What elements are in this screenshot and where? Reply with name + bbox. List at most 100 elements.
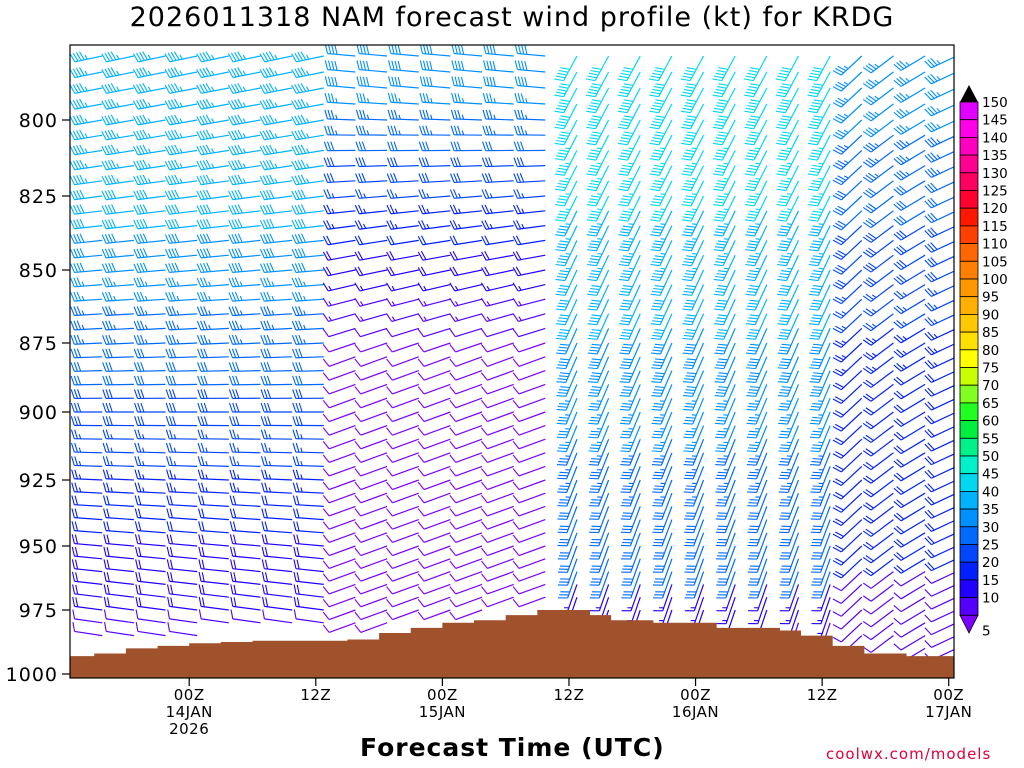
- wind-barb: [228, 159, 261, 171]
- wind-barb: [777, 342, 800, 370]
- wind-barb: [71, 546, 103, 560]
- wind-barb: [862, 465, 894, 484]
- wind-barb: [809, 342, 831, 370]
- wind-barb: [808, 180, 831, 207]
- wind-barb: [229, 521, 261, 534]
- wind-barb: [133, 389, 166, 400]
- colorbar-top-arrow: [960, 85, 978, 102]
- wind-barb: [862, 425, 894, 443]
- wind-barb: [776, 103, 800, 130]
- wind-barb: [103, 584, 134, 598]
- wind-barb: [417, 596, 451, 608]
- wind-barb: [924, 520, 954, 532]
- wind-barb: [713, 225, 736, 252]
- wind-barb: [617, 71, 641, 98]
- wind-barb: [924, 196, 954, 209]
- wind-barb: [893, 532, 926, 548]
- wind-barb: [481, 583, 514, 595]
- wind-barb: [924, 88, 954, 101]
- wind-barb: [386, 220, 419, 230]
- wind-barb: [589, 519, 610, 547]
- wind-barb: [102, 389, 134, 400]
- wind-barb: [229, 429, 261, 440]
- wind-barb: [924, 467, 954, 479]
- wind-barb: [893, 342, 926, 358]
- wind-barb: [70, 144, 103, 156]
- wind-barb: [134, 534, 166, 547]
- wind-barb: [482, 92, 514, 105]
- wind-barb: [924, 585, 954, 597]
- wind-barb: [924, 412, 954, 425]
- wind-barb: [862, 134, 894, 153]
- colorbar-cell: [959, 154, 979, 174]
- wind-barb: [480, 313, 514, 323]
- wind-barb: [832, 313, 863, 334]
- wind-barb: [101, 98, 135, 110]
- wind-barb: [862, 397, 894, 416]
- wind-barb: [651, 356, 673, 384]
- wind-barb: [101, 67, 135, 79]
- wind-barb: [103, 521, 134, 534]
- colorbar-cell: [959, 579, 979, 599]
- wind-barb: [832, 356, 863, 377]
- wind-barb: [810, 532, 831, 560]
- wind-barb: [481, 479, 514, 491]
- x-tick-label: 12Z: [300, 686, 331, 704]
- wind-barb: [810, 438, 831, 466]
- wind-barb: [166, 456, 198, 467]
- wind-barb: [322, 505, 356, 517]
- wind-barb: [807, 150, 831, 176]
- wind-barb: [165, 416, 198, 427]
- wind-barb: [482, 109, 514, 121]
- wind-barb: [322, 342, 356, 353]
- wind-barb: [811, 597, 831, 625]
- wind-barb: [832, 558, 863, 579]
- wind-barb: [481, 157, 514, 168]
- wind-barb: [164, 159, 198, 171]
- wind-barb: [748, 597, 768, 625]
- colorbar-cell: [959, 561, 979, 581]
- wind-barb: [293, 559, 324, 573]
- wind-barb: [588, 452, 610, 480]
- wind-barb: [165, 334, 198, 345]
- wind-barb: [777, 356, 800, 384]
- wind-barb: [714, 328, 736, 355]
- x-tick-label: 00Z: [680, 686, 711, 704]
- wind-barb: [386, 519, 419, 530]
- wind-barb: [716, 571, 736, 599]
- wind-barb: [70, 98, 103, 110]
- x-tick-label: 00Z: [174, 686, 205, 704]
- wind-barb: [893, 239, 926, 256]
- wind-barb: [481, 505, 514, 517]
- wind-barb: [862, 342, 894, 361]
- wind-barb: [134, 495, 166, 507]
- wind-barb: [417, 545, 451, 557]
- wind-barb: [513, 189, 546, 199]
- wind-barb: [649, 71, 673, 98]
- wind-barb: [449, 313, 483, 323]
- wind-barb: [198, 571, 229, 585]
- wind-barb: [808, 195, 831, 222]
- wind-barb: [417, 251, 451, 261]
- wind-barb: [261, 508, 293, 521]
- colorbar-label: 45: [982, 467, 999, 483]
- wind-barb: [259, 204, 293, 215]
- wind-barb: [133, 348, 166, 359]
- wind-barb: [229, 546, 261, 560]
- wind-barb: [260, 306, 293, 317]
- x-tick-label: 16JAN: [672, 703, 719, 721]
- wind-barb: [714, 411, 736, 439]
- wind-barb: [778, 466, 800, 494]
- wind-barb: [386, 545, 419, 557]
- credit-link[interactable]: coolwx.com/models: [826, 745, 992, 763]
- wind-barb: [198, 609, 229, 624]
- wind-barb: [293, 546, 324, 560]
- wind-barb: [748, 571, 768, 599]
- wind-barb: [323, 173, 356, 184]
- wind-barb: [832, 134, 863, 155]
- wind-barb: [71, 495, 103, 507]
- wind-barb: [196, 51, 229, 63]
- wind-barb: [649, 150, 673, 176]
- wind-barb: [354, 266, 388, 277]
- wind-barb: [779, 558, 800, 586]
